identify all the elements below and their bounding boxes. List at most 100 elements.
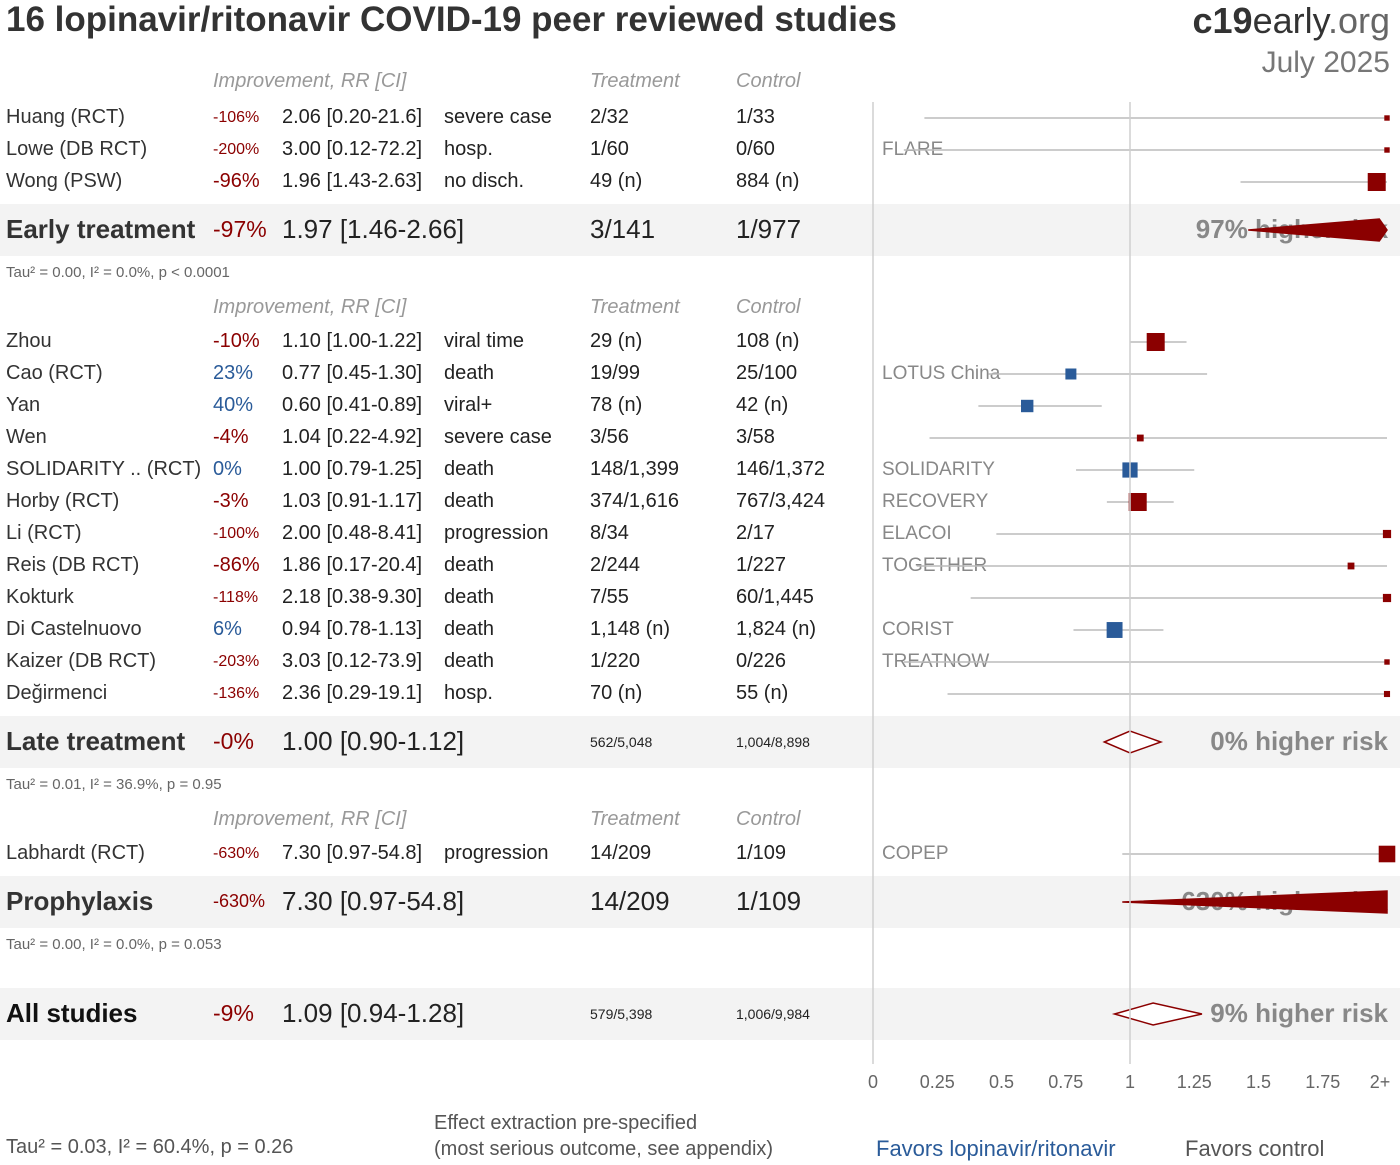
study-treatment-count: 78 (n) — [590, 394, 643, 416]
study-outcome: progression — [444, 522, 549, 544]
footer-note-1: Effect extraction pre-specified — [434, 1112, 698, 1134]
study-rr-ci: 0.77 [0.45-1.30] — [282, 362, 423, 384]
study-rr-ci: 1.96 [1.43-2.63] — [282, 170, 423, 192]
study-rr-ci: 1.10 [1.00-1.22] — [282, 330, 423, 352]
study-effect-marker — [1065, 368, 1077, 380]
study-treatment-count: 2/32 — [590, 106, 629, 128]
study-outcome: death — [444, 554, 495, 576]
column-header-control: Control — [736, 808, 801, 830]
study-rr-ci: 2.36 [0.29-19.1] — [282, 682, 423, 704]
column-header-control: Control — [736, 70, 801, 92]
study-effect-marker — [1128, 493, 1147, 511]
study-improvement: -630% — [213, 845, 260, 862]
study-control-count: 108 (n) — [736, 330, 800, 352]
study-rr-ci: 1.86 [0.17-20.4] — [282, 554, 423, 576]
x-tick-label: 0.25 — [920, 1072, 955, 1092]
study-name: Cao (RCT) — [6, 362, 103, 384]
study-control-count: 60/1,445 — [736, 586, 814, 608]
study-outcome: death — [444, 490, 495, 512]
early-summary-treatment: 3/141 — [590, 214, 656, 244]
study-control-count: 1/227 — [736, 554, 787, 576]
study-control-count: 55 (n) — [736, 682, 789, 704]
study-trial-name: SOLIDARITY — [882, 459, 995, 480]
study-control-count: 42 (n) — [736, 394, 789, 416]
study-name: Değirmenci — [6, 682, 108, 704]
study-rr-ci: 1.04 [0.22-4.92] — [282, 426, 423, 448]
x-tick-label: 1.25 — [1177, 1072, 1212, 1092]
study-name: Kokturk — [6, 586, 74, 608]
brand-logo: c19early.org — [1192, 0, 1390, 41]
study-outcome: death — [444, 618, 495, 640]
study-improvement: -10% — [213, 330, 260, 352]
study-outcome: death — [444, 362, 495, 384]
early-summary-name: Early treatment — [6, 214, 196, 244]
study-improvement: 0% — [213, 458, 242, 480]
study-name: Wen — [6, 426, 47, 448]
study-effect-marker — [1383, 690, 1391, 698]
x-tick-label: 1 — [1125, 1072, 1135, 1092]
study-improvement: -118% — [213, 589, 259, 606]
study-effect-marker — [1136, 434, 1144, 442]
study-name: Horby (RCT) — [6, 490, 120, 512]
overall-summary-treatment: 579/5,398 — [590, 1006, 653, 1022]
study-treatment-count: 1/60 — [590, 138, 629, 160]
study-control-count: 0/226 — [736, 650, 787, 672]
late-summary-control: 1,004/8,898 — [736, 734, 810, 750]
study-effect-marker — [1106, 622, 1123, 638]
study-outcome: progression — [444, 842, 549, 864]
study-name: Yan — [6, 394, 41, 416]
study-control-count: 25/100 — [736, 362, 798, 384]
study-treatment-count: 7/55 — [590, 586, 629, 608]
overall-summary-risk-label: 9% higher risk — [1210, 998, 1388, 1028]
x-tick-label: 2+ — [1370, 1072, 1391, 1092]
study-trial-name: LOTUS China — [882, 363, 1001, 384]
study-treatment-count: 14/209 — [590, 842, 652, 864]
prophylaxis-summary-improvement: -630% — [213, 891, 266, 911]
study-effect-marker — [1146, 333, 1165, 351]
study-control-count: 0/60 — [736, 138, 775, 160]
study-rr-ci: 7.30 [0.97-54.8] — [282, 842, 423, 864]
study-effect-marker — [1378, 845, 1396, 863]
study-name: Labhardt (RCT) — [6, 842, 145, 864]
late-summary-improvement: -0% — [213, 728, 254, 754]
study-control-count: 1/33 — [736, 106, 775, 128]
early-summary-diamond — [1248, 218, 1388, 242]
study-outcome: death — [444, 586, 495, 608]
study-outcome: hosp. — [444, 138, 493, 160]
study-improvement: -203% — [213, 653, 260, 670]
column-header-treatment: Treatment — [590, 808, 680, 830]
study-improvement: -86% — [213, 554, 260, 576]
late-summary-risk-label: 0% higher risk — [1210, 726, 1388, 756]
favors-treatment-label: Favors lopinavir/ritonavir — [876, 1136, 1116, 1161]
study-control-count: 146/1,372 — [736, 458, 825, 480]
early-summary-improvement: -97% — [213, 216, 267, 242]
study-rr-ci: 0.94 [0.78-1.13] — [282, 618, 423, 640]
study-outcome: severe case — [444, 426, 552, 448]
early-summary-band — [0, 204, 1400, 256]
late-summary-diamond — [1102, 730, 1164, 754]
late-summary-band — [0, 716, 1400, 768]
overall-summary-improvement: -9% — [213, 1000, 254, 1026]
study-treatment-count: 29 (n) — [590, 330, 643, 352]
study-rr-ci: 3.00 [0.12-72.2] — [282, 138, 423, 160]
overall-summary-diamond — [1111, 1002, 1203, 1026]
late-summary-rr-ci: 1.00 [0.90-1.12] — [282, 726, 465, 756]
study-improvement: -4% — [213, 426, 249, 448]
late-summary-name: Late treatment — [6, 726, 186, 756]
study-name: SOLIDARITY .. (RCT) — [6, 458, 202, 480]
prophylaxis-summary-control: 1/109 — [736, 886, 802, 916]
study-treatment-count: 3/56 — [590, 426, 629, 448]
study-rr-ci: 2.00 [0.48-8.41] — [282, 522, 423, 544]
x-tick-label: 0.75 — [1048, 1072, 1083, 1092]
study-control-count: 1,824 (n) — [736, 618, 817, 640]
study-treatment-count: 70 (n) — [590, 682, 643, 704]
study-treatment-count: 8/34 — [590, 522, 629, 544]
study-outcome: severe case — [444, 106, 552, 128]
study-treatment-count: 2/244 — [590, 554, 641, 576]
column-header-improvement: Improvement, RR [CI] — [213, 296, 407, 318]
study-effect-marker — [1382, 593, 1392, 603]
study-rr-ci: 2.18 [0.38-9.30] — [282, 586, 423, 608]
early-summary-rr-ci: 1.97 [1.46-2.66] — [282, 214, 465, 244]
study-name: Zhou — [6, 330, 52, 352]
